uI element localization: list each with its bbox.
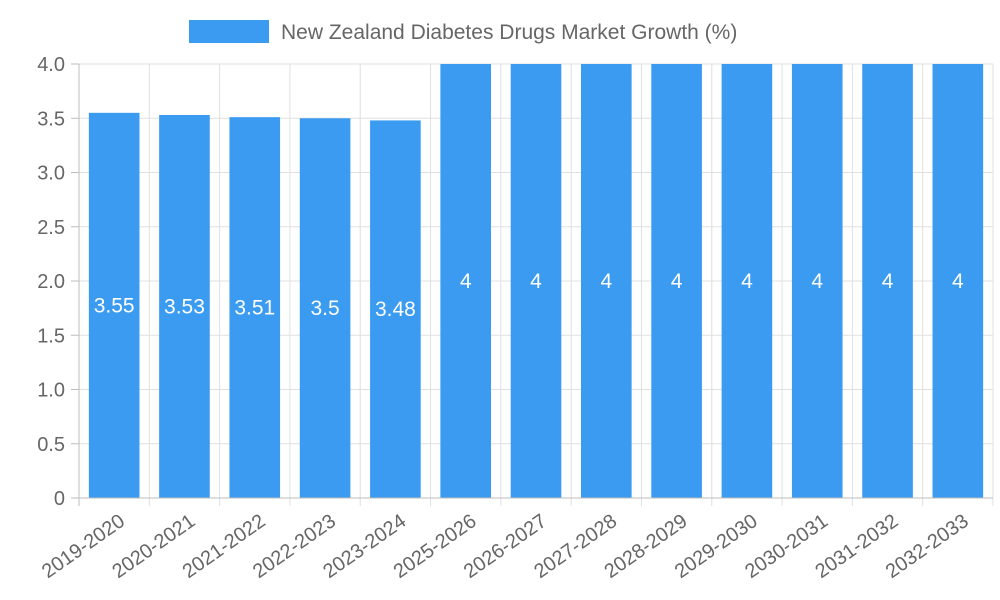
data-label: 3.5 (310, 297, 339, 320)
data-label: 4 (882, 270, 894, 293)
data-label: 3.48 (375, 298, 416, 321)
legend-swatch (189, 20, 269, 43)
data-label: 4 (671, 270, 683, 293)
bar-2028-2029[interactable] (651, 64, 702, 498)
legend[interactable]: New Zealand Diabetes Drugs Market Growth… (189, 20, 737, 44)
axes (71, 63, 994, 506)
y-tick-label: 2.0 (37, 271, 65, 293)
bar-2019-2020[interactable] (88, 112, 140, 498)
data-labels: 3.55 3.53 3.51 3.5 3.48 4 4 4 4 4 4 4 4 (94, 270, 964, 321)
bar-2029-2030[interactable] (721, 64, 773, 498)
y-tick-label: 0.5 (37, 434, 65, 456)
data-label: 3.51 (234, 297, 275, 320)
bar-2020-2021[interactable] (159, 114, 210, 499)
bar-2025-2026[interactable] (440, 64, 492, 498)
y-tick-label: 1.0 (37, 380, 65, 402)
data-label: 4 (811, 270, 823, 293)
bar-2023-2024[interactable] (370, 120, 421, 499)
bars (88, 64, 984, 499)
bar-2021-2022[interactable] (229, 117, 281, 498)
y-axis-ticks: 0 0.5 1.0 1.5 2.0 2.5 3.0 3.5 4.0 (37, 54, 65, 510)
bar-2031-2032[interactable] (862, 64, 913, 498)
data-label: 3.53 (164, 295, 205, 318)
legend-label: New Zealand Diabetes Drugs Market Growth… (281, 21, 737, 44)
bar-2022-2023[interactable] (299, 118, 351, 498)
data-label: 3.55 (94, 294, 135, 317)
y-tick-label: 4.0 (37, 54, 65, 76)
data-label: 4 (530, 270, 542, 293)
bar-2026-2027[interactable] (510, 64, 562, 498)
data-label: 4 (952, 270, 964, 293)
y-tick-label: 1.5 (37, 325, 65, 347)
bar-2032-2033[interactable] (932, 64, 984, 498)
bar-2027-2028[interactable] (580, 64, 632, 498)
x-axis-ticks: 2019-20202020-20212021-20222022-20232023… (38, 510, 973, 583)
y-tick-label: 2.5 (37, 217, 65, 239)
data-label: 4 (460, 270, 472, 293)
data-label: 4 (741, 270, 753, 293)
y-tick-label: 3.0 (37, 163, 65, 185)
y-tick-label: 0 (54, 488, 65, 510)
bar-2030-2031[interactable] (791, 64, 843, 498)
data-label: 4 (600, 270, 612, 293)
y-tick-label: 3.5 (37, 108, 65, 130)
